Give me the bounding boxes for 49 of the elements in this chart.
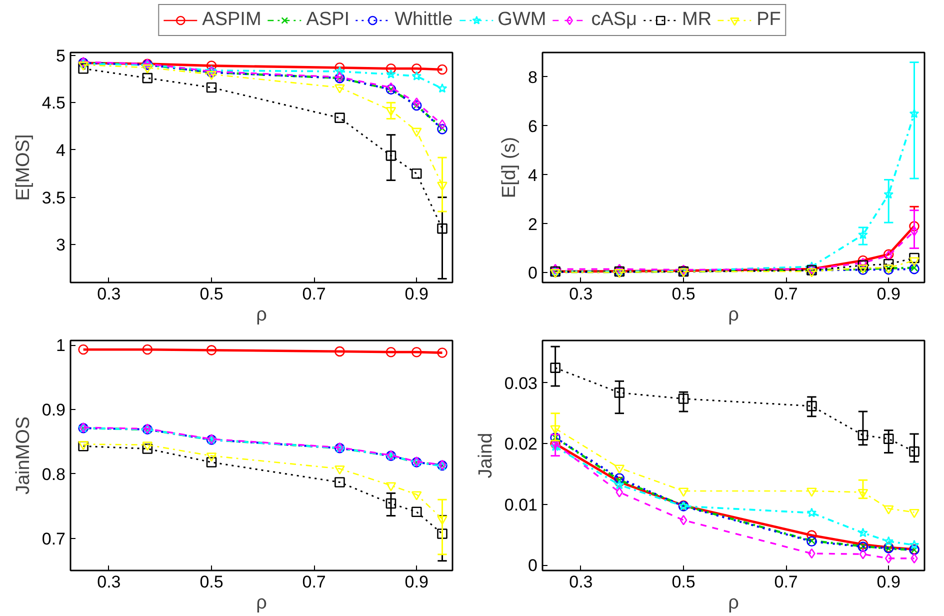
y-tick-label: 3.5 (42, 188, 66, 208)
y-tick-label: 0.7 (42, 529, 66, 548)
legend-label: GWM (498, 9, 546, 31)
legend-label: MR (682, 9, 712, 31)
y-tick-label: 6 (528, 116, 538, 136)
y-tick-label: 5 (56, 46, 66, 66)
x-axis-title: ρ (728, 592, 740, 614)
y-axis-title: E[MOS] (12, 134, 34, 201)
y-tick-label: 0.8 (42, 464, 66, 484)
y-tick-label: 3 (56, 236, 66, 255)
x-tick-label: 0.5 (672, 284, 696, 304)
x-tick-label: 0.5 (200, 284, 224, 304)
legend-label: ASPI (306, 9, 350, 31)
y-tick-label: 4 (56, 140, 66, 160)
y-tick-label: 0.9 (42, 400, 66, 420)
x-tick-label: 0.5 (200, 572, 224, 592)
x-axis-title: ρ (728, 304, 740, 326)
x-tick-label: 0.9 (404, 284, 428, 304)
y-tick-label: 4 (528, 166, 538, 185)
x-tick-label: 0.9 (876, 284, 900, 304)
legend-label: cASμ (591, 9, 638, 31)
x-tick-label: 0.7 (302, 572, 326, 592)
y-tick-label: 0.03 (504, 374, 538, 393)
x-tick-label: 0.7 (774, 572, 798, 592)
y-tick-label: 2 (528, 214, 538, 234)
x-tick-label: 0.9 (876, 572, 900, 592)
y-tick-label: 0.02 (504, 434, 538, 454)
x-tick-label: 0.3 (569, 284, 593, 304)
x-tick-label: 0.3 (97, 572, 121, 592)
y-tick-label: 0.01 (504, 495, 538, 514)
x-tick-label: 0.9 (404, 572, 428, 592)
y-tick-label: 4.5 (42, 94, 66, 113)
x-tick-label: 0.5 (672, 572, 696, 592)
y-tick-label: 0 (528, 264, 538, 283)
y-tick-label: 8 (528, 68, 538, 87)
legend-label: Whittle (394, 9, 453, 31)
x-tick-label: 0.7 (302, 284, 326, 304)
x-tick-label: 0.3 (97, 284, 121, 304)
y-tick-label: 0 (528, 556, 538, 576)
legend-label: ASPIM (202, 9, 262, 31)
y-tick-label: 1 (56, 336, 66, 356)
y-axis-title: E[d] (s) (499, 136, 520, 198)
x-tick-label: 0.7 (774, 284, 798, 304)
y-axis-title: Jaind (475, 432, 496, 478)
legend-label: PF (756, 9, 781, 31)
x-tick-label: 0.3 (569, 572, 593, 592)
x-axis-title: ρ (256, 304, 268, 326)
x-axis-title: ρ (256, 592, 268, 614)
y-axis-title: JainMOS (12, 416, 34, 495)
